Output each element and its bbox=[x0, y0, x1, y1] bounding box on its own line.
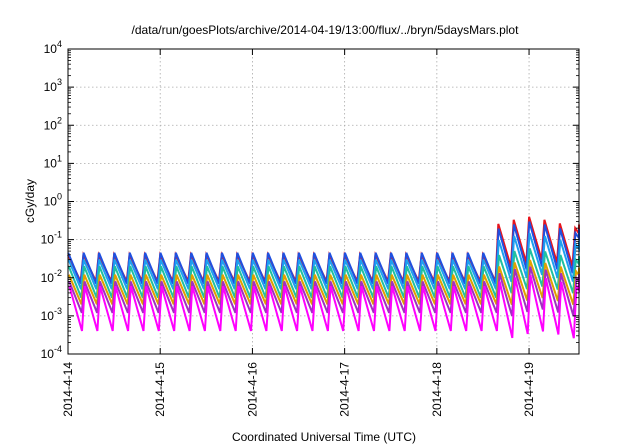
x-axis-label: Coordinated Universal Time (UTC) bbox=[232, 430, 416, 444]
y-tick-label: 103 bbox=[44, 77, 62, 94]
series-line bbox=[68, 274, 580, 339]
y-tick-label: 10-2 bbox=[41, 268, 62, 285]
y-axis: 10-4 10-3 10-2 10-1 100 101 102 103 104 bbox=[41, 39, 579, 361]
y-tick-label: 10-4 bbox=[41, 344, 62, 361]
x-tick-label: 2014-4-18 bbox=[430, 362, 444, 417]
x-tick-label: 2014-4-16 bbox=[245, 362, 259, 417]
y-tick-label: 104 bbox=[44, 39, 62, 56]
y-tick-label: 100 bbox=[44, 192, 62, 209]
y-tick-label: 101 bbox=[44, 153, 62, 170]
x-tick-label: 2014-4-17 bbox=[338, 362, 352, 417]
series-layer bbox=[67, 216, 580, 339]
y-tick-label: 10-3 bbox=[41, 306, 62, 323]
chart-title: /data/run/goesPlots/archive/2014-04-19/1… bbox=[132, 23, 520, 37]
x-tick-label: 2014-4-14 bbox=[61, 362, 75, 417]
x-tick-label: 2014-4-19 bbox=[522, 362, 536, 417]
x-axis: 2014-4-14 2014-4-15 2014-4-16 2014-4-17 2014… bbox=[61, 49, 536, 417]
y-tick-label: 10-1 bbox=[41, 230, 62, 247]
y-tick-label: 102 bbox=[44, 115, 62, 132]
series-line bbox=[68, 266, 580, 317]
x-tick-label: 2014-4-15 bbox=[153, 362, 167, 417]
y-axis-label: cGy/day bbox=[23, 179, 37, 223]
